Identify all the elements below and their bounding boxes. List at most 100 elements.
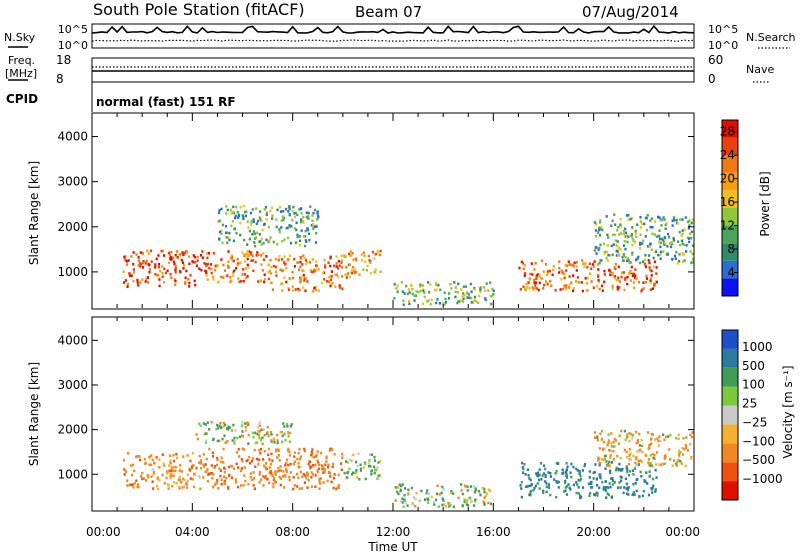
scatter-cell-1073 [627, 218, 630, 222]
scatter-cell-970 [629, 458, 633, 462]
scatter-cell-508 [263, 208, 266, 211]
scatter-cell-104 [141, 266, 145, 269]
scatter-cell-543 [271, 217, 274, 220]
scatter-cell-130 [123, 255, 126, 259]
scatter-cell-432 [276, 439, 279, 442]
scatter-cell-175 [223, 269, 227, 272]
scatter-cell-843 [528, 493, 531, 497]
scatter-cell-907 [533, 268, 536, 271]
scatter-cell-249 [329, 257, 332, 260]
scatter-cell-411 [378, 253, 382, 257]
scatter-cell-351 [299, 279, 302, 282]
scatter-cell-452 [288, 205, 291, 208]
scatter-cell-1092 [649, 438, 653, 441]
scatter-cell-49 [148, 268, 151, 271]
scatter-cell-551 [283, 238, 286, 241]
scatter-cell-359 [298, 288, 301, 292]
scatter-cell-712 [545, 490, 548, 494]
freq-tick-bottom: 8 [56, 72, 64, 86]
scatter-cell-733 [601, 480, 604, 484]
scatter-cell-544 [373, 465, 376, 469]
scatter-cell-15 [187, 278, 190, 281]
scatter-cell-489 [271, 214, 274, 217]
scatter-cell-386 [360, 258, 364, 262]
scatter-cell-1024 [621, 255, 624, 259]
scatter-cell-446 [245, 210, 248, 214]
scatter-cell-891 [545, 482, 548, 485]
scatter-cell-164 [283, 473, 286, 477]
scatter-cell-547 [308, 238, 311, 242]
scatter-cell-552 [298, 243, 302, 247]
scatter-cell-1141 [615, 249, 618, 253]
scatter-cell-496 [224, 423, 227, 427]
scatter-cell-945 [583, 265, 586, 268]
scatter-cell-936 [626, 470, 629, 474]
scatter-cell-66 [124, 279, 127, 282]
scatter-cell-65 [198, 454, 201, 458]
scatter-cell-246 [301, 263, 304, 266]
scatter-cell-740 [626, 282, 629, 286]
time-tick-label-0: 00:00 [86, 525, 121, 539]
scatter-cell-280 [291, 270, 294, 274]
scatter-cell-507 [199, 424, 202, 428]
scatter-cell-308 [296, 457, 299, 461]
scatter-cell-1062 [681, 260, 684, 263]
scatter-cell-172 [262, 252, 265, 255]
scatter-cell-239 [306, 486, 309, 489]
scatter-cell-271 [311, 464, 314, 467]
scatter-cell-359 [222, 447, 225, 451]
scatter-cell-81 [154, 266, 157, 269]
scatter-cell-602 [303, 235, 306, 238]
scatter-cell-1054 [597, 248, 600, 252]
scatter-cell-594 [270, 206, 273, 210]
scatter-cell-959 [622, 232, 625, 236]
scatter-cell-942 [561, 287, 564, 291]
scatter-cell-525 [296, 233, 299, 237]
scatter-cell-837 [618, 481, 621, 484]
scatter-cell-40 [165, 476, 168, 480]
scatter-cell-993 [598, 226, 601, 230]
scatter-cell-764 [598, 463, 601, 467]
scatter-cell-212 [206, 262, 209, 266]
scatter-cell-102 [130, 274, 133, 277]
scatter-cell-400 [362, 251, 365, 254]
scatter-cell-1009 [673, 219, 676, 222]
scatter-cell-27 [139, 475, 143, 478]
scatter-cell-223 [232, 259, 235, 263]
scatter-cell-294 [341, 266, 344, 269]
scatter-cell-314 [323, 470, 326, 473]
scatter-cell-849 [552, 268, 555, 272]
scatter-cell-224 [255, 457, 258, 461]
scatter-cell-109 [125, 260, 129, 263]
scatter-cell-1043 [639, 233, 642, 237]
scatter-cell-673 [468, 496, 471, 500]
scatter-cell-939 [608, 460, 611, 464]
scatter-cell-398 [366, 264, 369, 268]
scatter-cell-830 [596, 494, 599, 497]
scatter-cell-309 [300, 276, 303, 279]
scatter-cell-186 [243, 260, 247, 263]
scatter-cell-143 [174, 469, 177, 473]
scatter-cell-137 [155, 257, 158, 261]
scatter-cell-810 [567, 483, 570, 486]
scatter-cell-518 [239, 221, 242, 225]
scatter-cell-1004 [674, 257, 677, 260]
scatter-cell-224 [230, 254, 233, 257]
scatter-cell-996 [612, 243, 615, 246]
scatter-cell-984 [687, 227, 690, 230]
scatter-cell-564 [370, 469, 374, 472]
scatter-cell-665 [456, 290, 460, 294]
scatter-cell-852 [555, 480, 558, 483]
scatter-cell-344 [335, 255, 338, 258]
scatter-cell-296 [230, 464, 233, 468]
scatter-cell-628 [477, 489, 480, 493]
scatter-cell-337 [274, 257, 277, 261]
scatter-cell-101 [146, 249, 149, 253]
scatter-cell-240 [246, 254, 249, 258]
scatter-cell-63 [180, 480, 183, 484]
scatter-cell-295 [286, 458, 289, 462]
power-colorbar-swatch-5 [722, 190, 738, 208]
scatter-cell-584 [265, 238, 268, 242]
scatter-cell-727 [651, 491, 654, 494]
scatter-cell-181 [246, 275, 249, 278]
